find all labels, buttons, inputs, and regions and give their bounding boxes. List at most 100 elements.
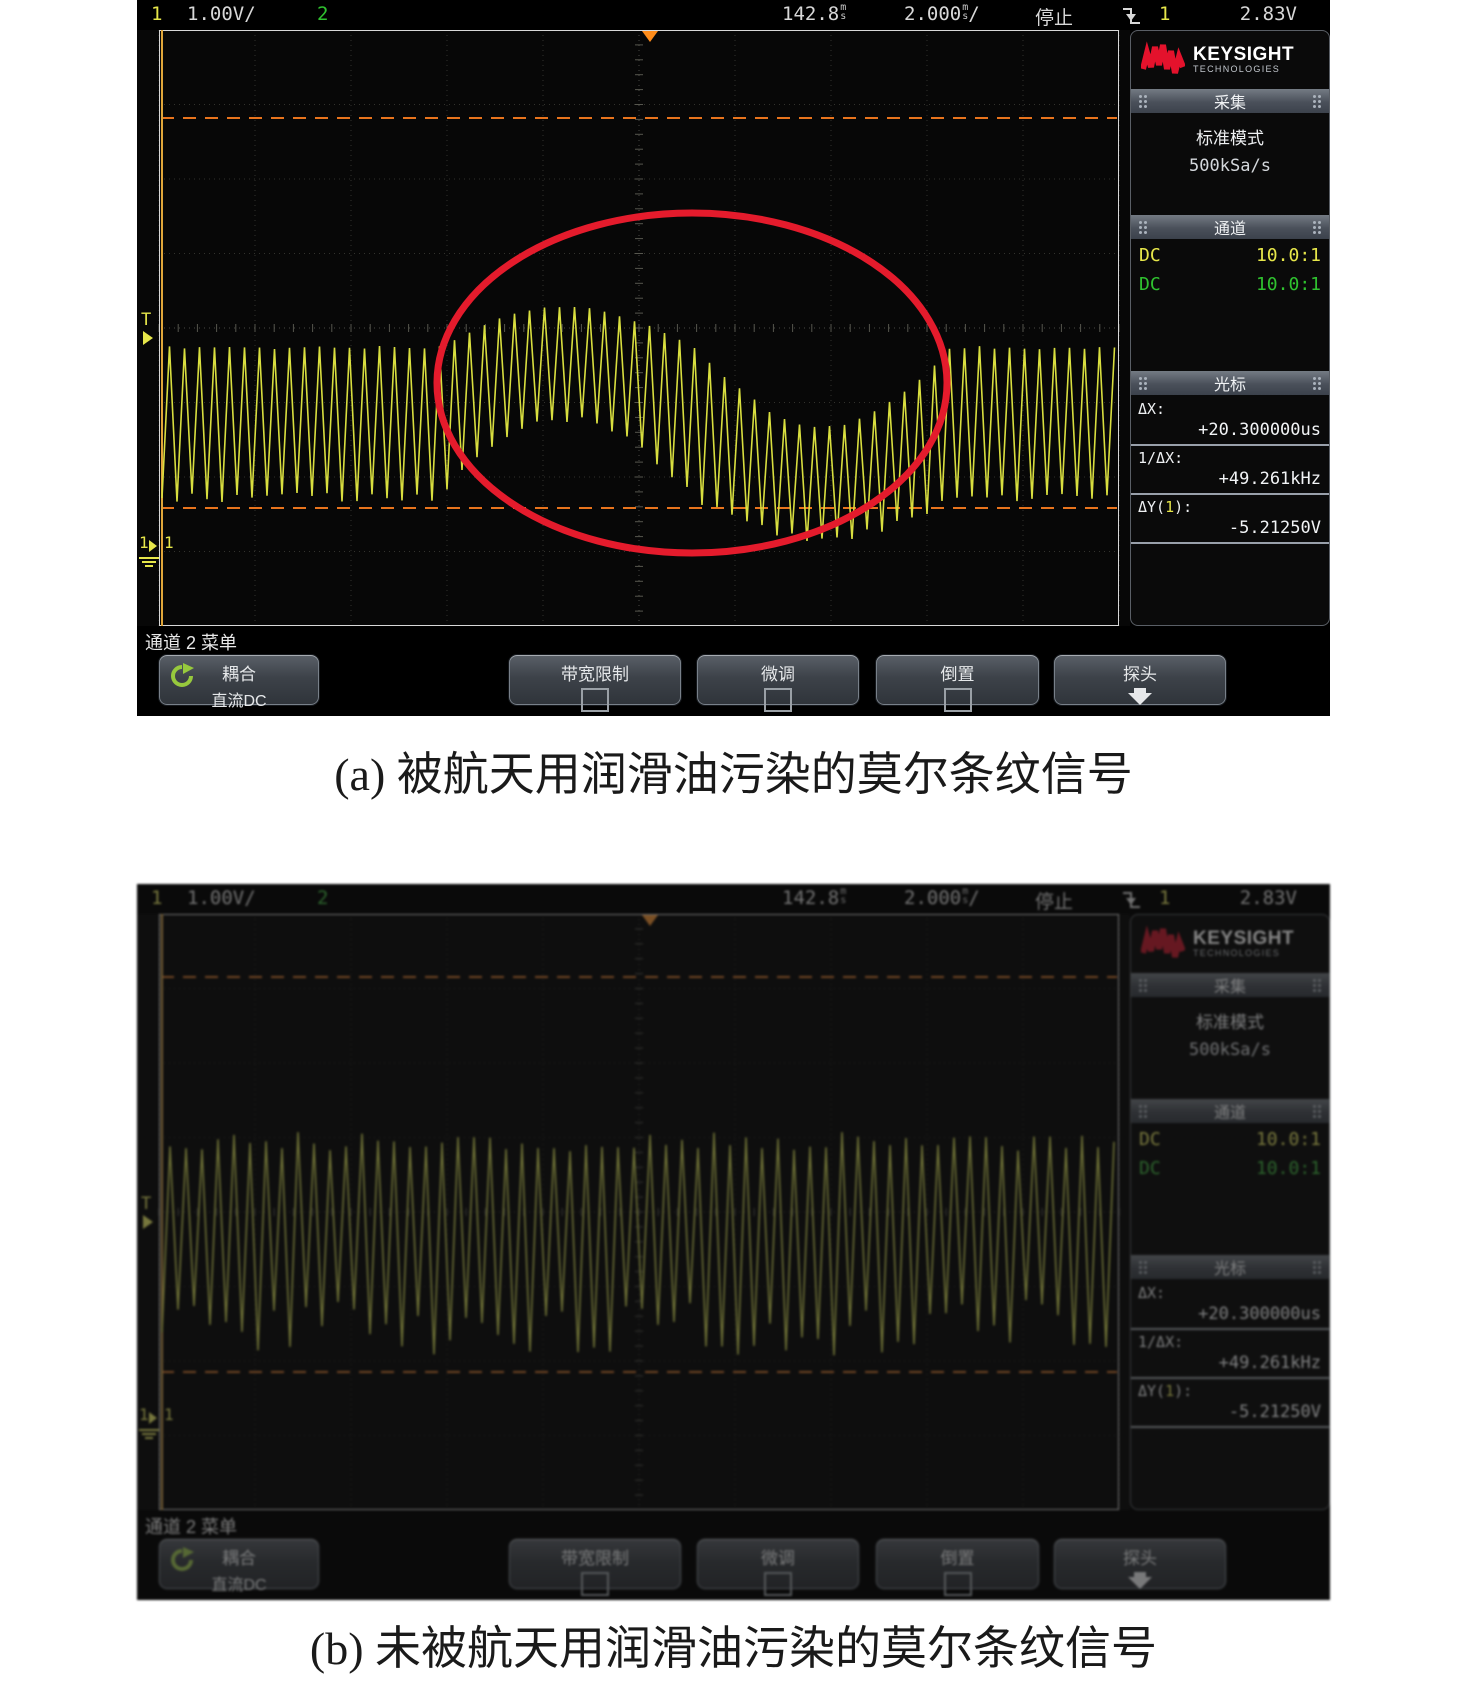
probe-label: 探头 <box>1123 665 1157 684</box>
bandwidth-limit-checkbox[interactable] <box>581 1572 609 1596</box>
grip-icon <box>1138 376 1148 390</box>
bandwidth-limit-checkbox[interactable] <box>581 688 609 712</box>
ch1-vertical-scale[interactable]: 1.00V/ <box>187 887 256 909</box>
panel-title-cursor: 光标 <box>1213 377 1246 394</box>
down-arrow-icon <box>1054 1572 1226 1589</box>
trigger-source[interactable]: 1 <box>1159 887 1171 909</box>
probe-label: 探头 <box>1123 1549 1157 1568</box>
trigger-level-readout[interactable]: 2.83V <box>1239 3 1297 25</box>
inverse-delta-x-label: 1/ΔX: <box>1138 1333 1184 1351</box>
grip-icon <box>1138 1104 1148 1118</box>
trigger-level-marker[interactable]: T <box>141 1194 151 1214</box>
ch1-reference-label: 1 <box>164 1405 174 1424</box>
probe-button[interactable]: 探头 <box>1053 654 1227 706</box>
panel-gap <box>1131 205 1329 215</box>
invert-checkbox[interactable] <box>943 1572 972 1596</box>
coupling-button-label: 耦合 <box>222 1549 256 1568</box>
cursor-panel-body: ΔX: +20.300000us 1/ΔX: +49.261kHz ΔY(1):… <box>1131 1279 1329 1509</box>
coupling-button[interactable]: 耦合 直流DC <box>158 654 320 710</box>
fine-adjust-label: 微调 <box>761 1549 795 1568</box>
oscilloscope-screen-a: 1 1.00V/ 2 142.8 m s 2.000 m s / 停止 1 2.83V T… <box>137 0 1330 716</box>
delta-x-label: ΔX: <box>1138 400 1166 418</box>
grip-icon <box>1312 376 1322 390</box>
keysight-wave-icon <box>1141 925 1185 958</box>
timebase-value: 2.000 <box>904 887 962 909</box>
brand-subtitle: TECHNOLOGIES <box>1193 948 1281 958</box>
inverse-delta-x-value: +49.261kHz <box>1218 469 1321 489</box>
trigger-source[interactable]: 1 <box>1159 3 1171 25</box>
invert-button[interactable]: 倒置 <box>875 1538 1040 1596</box>
channel-panel-body: DC 10.0:1 DC 10.0:1 <box>1131 1123 1329 1243</box>
ch2-indicator[interactable]: 2 <box>317 3 329 25</box>
delta-y-channel: 1 <box>1165 1382 1175 1400</box>
delay-value: 142.8 <box>782 3 840 25</box>
sample-rate: 500kSa/s <box>1189 1040 1271 1060</box>
trigger-level-arrow-icon[interactable] <box>143 331 153 345</box>
menu-title: 通道 2 菜单 <box>145 633 238 653</box>
unit-bottom: s <box>962 895 969 906</box>
channel-panel-body: DC 10.0:1 DC 10.0:1 <box>1131 239 1329 359</box>
trigger-level-arrow-icon[interactable] <box>143 1215 153 1229</box>
invert-checkbox[interactable] <box>943 688 972 712</box>
timebase-suffix: / <box>968 3 980 25</box>
status-bar: 1 1.00V/ 2 142.8 m s 2.000 m s / 停止 1 2.83V <box>137 884 1330 914</box>
fine-adjust-button[interactable]: 微调 <box>696 1538 860 1596</box>
coupling-button[interactable]: 耦合 直流DC <box>158 1538 320 1594</box>
delta-x-label: ΔX: <box>1138 1284 1166 1302</box>
trigger-level-marker[interactable]: T <box>141 310 151 330</box>
ch1-indicator[interactable]: 1 <box>151 887 163 909</box>
trigger-edge-icon <box>1120 888 1144 917</box>
ch2-indicator[interactable]: 2 <box>317 887 329 909</box>
trigger-time-marker[interactable] <box>642 915 658 926</box>
panel-header-channel: 通道 <box>1131 1099 1329 1123</box>
bandwidth-limit-button[interactable]: 带宽限制 <box>508 1538 682 1596</box>
timebase-suffix: / <box>968 887 980 909</box>
delta-y-label: ΔY(1): <box>1131 1379 1329 1400</box>
bandwidth-limit-button[interactable]: 带宽限制 <box>508 654 682 712</box>
inverse-delta-x-value: +49.261kHz <box>1218 1353 1321 1373</box>
grip-icon <box>1312 94 1322 108</box>
trigger-level-readout[interactable]: 2.83V <box>1239 887 1297 909</box>
timebase-readout[interactable]: 2.000 m s / <box>904 887 980 910</box>
sample-rate: 500kSa/s <box>1189 156 1271 176</box>
unit-bottom: s <box>962 11 969 22</box>
delta-y-label-post: ): <box>1174 498 1193 516</box>
fine-adjust-checkbox[interactable] <box>764 1572 792 1596</box>
graticule-border <box>159 30 1119 626</box>
panel-gap <box>1131 1089 1329 1099</box>
ch1-ground-marker[interactable]: 1 <box>139 533 149 552</box>
divider <box>1131 1377 1329 1379</box>
waveform-display: T 1 1 <box>137 914 1130 1510</box>
trigger-time-marker[interactable] <box>642 31 658 42</box>
channel2-row: DC 10.0:1 <box>1131 1154 1329 1183</box>
ch1-indicator[interactable]: 1 <box>151 3 163 25</box>
grip-icon <box>1312 1104 1322 1118</box>
ch1-vertical-scale[interactable]: 1.00V/ <box>187 3 256 25</box>
invert-label: 倒置 <box>940 665 975 684</box>
status-bar: 1 1.00V/ 2 142.8 m s 2.000 m s / 停止 1 2.83V <box>137 0 1330 30</box>
grip-icon <box>1138 94 1148 108</box>
horizontal-delay-readout: 142.8 m s <box>782 3 846 26</box>
unit-bottom: s <box>840 895 847 906</box>
fine-adjust-checkbox[interactable] <box>764 688 792 712</box>
invert-button[interactable]: 倒置 <box>875 654 1040 712</box>
probe-button[interactable]: 探头 <box>1053 1538 1227 1590</box>
panel-header-acquire: 采集 <box>1131 973 1329 997</box>
acquire-panel-body: 标准模式 500kSa/s <box>1131 113 1329 205</box>
fine-adjust-button[interactable]: 微调 <box>696 654 860 712</box>
divider <box>1131 1328 1329 1330</box>
bandwidth-limit-label: 带宽限制 <box>561 665 629 684</box>
ch1-ground-arrow-icon <box>149 1412 157 1424</box>
ch1-ground-marker[interactable]: 1 <box>139 1405 149 1424</box>
delta-y-value: -5.21250V <box>1228 518 1321 538</box>
delta-y-channel: 1 <box>1165 498 1175 516</box>
timebase-value: 2.000 <box>904 3 962 25</box>
timebase-readout[interactable]: 2.000 m s / <box>904 3 980 26</box>
ch1-ground-arrow-icon <box>149 540 157 552</box>
ch1-coupling: DC <box>1139 1129 1161 1150</box>
softkey-menu-bar: 通道 2 菜单 耦合 直流DC 带宽限制 微调 倒置 <box>137 1510 1330 1600</box>
run-state-label: 停止 <box>1035 892 1074 913</box>
menu-title: 通道 2 菜单 <box>145 1517 238 1537</box>
